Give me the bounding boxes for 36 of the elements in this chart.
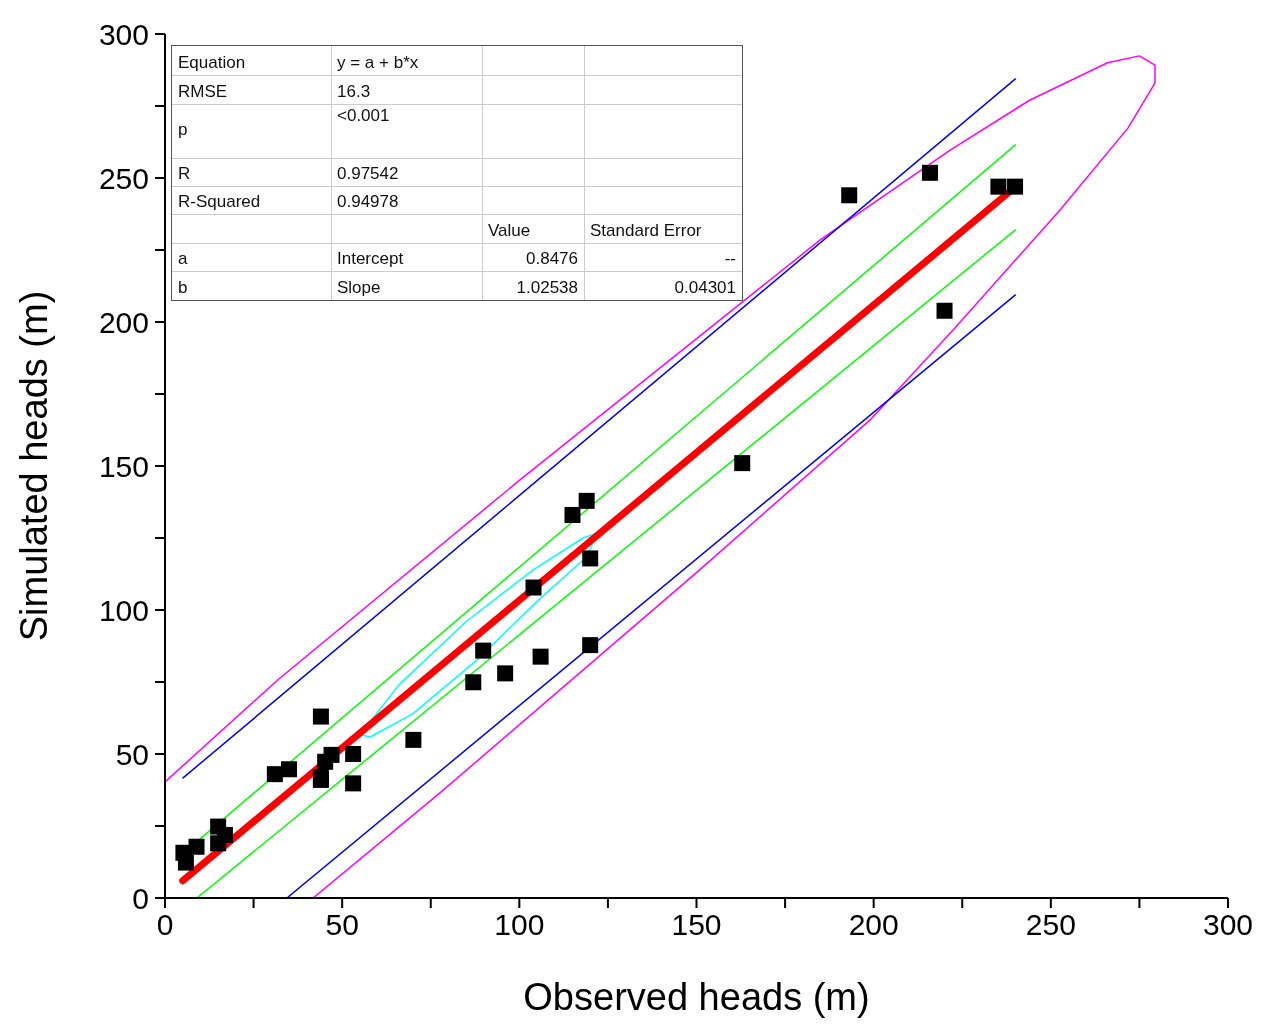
annotation: RMSE [178,81,229,103]
y-tick-label: 0 [132,881,149,915]
annotation: -- [723,248,736,270]
annotation: 0.04301 [673,277,736,299]
annotation: Intercept [337,248,405,270]
y-tick-label: 250 [98,161,149,195]
y-tick-label: 300 [98,17,149,51]
y-tick-label: 150 [98,449,149,483]
annotation: 0.97542 [337,163,400,185]
annotation: 16.3 [337,81,372,103]
annotation: R-Squared [178,191,262,213]
x-tick-label: 50 [325,908,359,942]
annotation: p [178,119,189,141]
annotation: a [178,248,189,270]
annotation: 0.94978 [337,191,400,213]
annotation: Slope [337,277,382,299]
annotation: Value [488,220,532,242]
x-tick-label: 150 [671,908,722,942]
annotation: 0.8476 [525,248,578,270]
annotation: 1.02538 [515,277,578,299]
x-tick-label: 0 [156,908,174,942]
annotation: Standard Error [590,220,703,242]
annotation: b [178,277,189,299]
annotation: y = a + b*x [337,52,420,74]
y-axis-title: Simulated heads (m) [13,290,56,642]
y-tick-label: 100 [98,593,149,627]
x-tick-label: 100 [494,908,545,942]
y-tick-label: 200 [98,305,149,339]
x-tick-label: 250 [1025,908,1076,942]
annotation: R [178,163,192,185]
annotation: <0.001 [337,105,391,127]
x-tick-label: 200 [848,908,899,942]
x-tick-label: 300 [1202,908,1254,942]
y-tick-label: 50 [115,737,149,771]
x-axis-title: Observed heads (m) [523,976,870,1018]
annotation: Equation [178,52,247,74]
